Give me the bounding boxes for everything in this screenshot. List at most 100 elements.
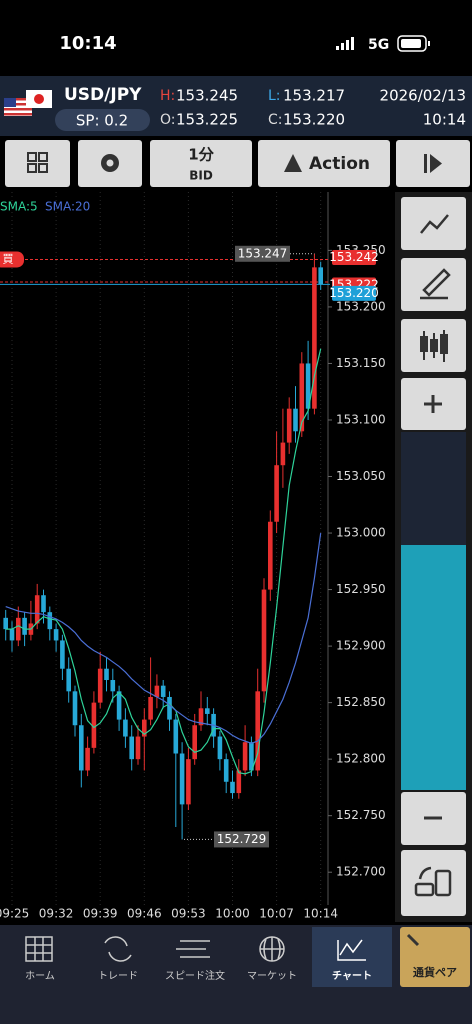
spread-pill bbox=[55, 109, 150, 131]
nav-pair-tab[interactable] bbox=[400, 927, 470, 987]
candle-body bbox=[217, 736, 223, 760]
marker-label: 153.247 bbox=[238, 246, 288, 260]
action-label: Action bbox=[309, 154, 370, 174]
zoom-level[interactable] bbox=[401, 545, 466, 790]
toolbar: 1分 BID Action bbox=[5, 140, 470, 187]
legend-entry: SMA:5 bbox=[0, 200, 38, 214]
y-tick-label: 153.100 bbox=[336, 412, 386, 426]
close-label: C: bbox=[268, 112, 283, 128]
y-tick-label: 152.850 bbox=[336, 695, 386, 709]
y-tick-label: 152.800 bbox=[336, 752, 386, 766]
candle-body bbox=[286, 408, 292, 443]
candle-body bbox=[293, 408, 298, 432]
marker-box bbox=[214, 831, 269, 848]
y-tick-label: 152.700 bbox=[336, 865, 386, 879]
candle-body bbox=[41, 595, 46, 613]
x-tick-label: 09:46 bbox=[127, 907, 162, 921]
close-value: 153.220 bbox=[283, 111, 345, 129]
y-tick-label: 152.900 bbox=[336, 639, 386, 653]
status-time: 10:14 bbox=[59, 33, 116, 54]
nav-chart[interactable]: チャート bbox=[332, 970, 372, 982]
candle-body bbox=[318, 267, 323, 285]
x-tick-label: 10:07 bbox=[259, 907, 294, 921]
candle-body bbox=[160, 685, 166, 697]
layout-button[interactable] bbox=[5, 140, 70, 187]
candle-body bbox=[129, 736, 134, 760]
candle-body bbox=[110, 680, 116, 692]
timeframe: 1分 bbox=[188, 146, 214, 164]
candle-body bbox=[66, 668, 71, 692]
spread: SP: 0.2 bbox=[76, 112, 128, 130]
chart-area bbox=[0, 192, 395, 922]
date: 2026/02/13 bbox=[380, 87, 466, 105]
action-button[interactable] bbox=[258, 140, 390, 187]
battery-icon bbox=[397, 35, 430, 52]
x-tick-label: 09:39 bbox=[83, 907, 118, 921]
candle-body bbox=[167, 696, 172, 720]
candle-body bbox=[242, 742, 248, 771]
nav-home[interactable]: ホーム bbox=[25, 970, 55, 982]
action-icon bbox=[284, 154, 302, 172]
price-type: BID bbox=[189, 169, 213, 183]
play-icon bbox=[424, 154, 442, 173]
candle-body bbox=[205, 708, 210, 714]
draw-button[interactable] bbox=[401, 258, 466, 311]
nav-currency-pair[interactable]: 通貨ペア bbox=[413, 965, 457, 979]
candle-body bbox=[9, 629, 15, 641]
candle-body bbox=[123, 719, 128, 737]
grid-icon bbox=[27, 152, 48, 173]
sma-line bbox=[5, 532, 322, 744]
timeframe-button[interactable] bbox=[150, 140, 252, 187]
open-label: O: bbox=[160, 112, 176, 128]
pen-icon bbox=[420, 268, 451, 300]
candle-body bbox=[116, 691, 122, 720]
nav-trade[interactable]: トレード bbox=[98, 971, 138, 982]
gear-hole bbox=[106, 159, 114, 167]
candle-body bbox=[280, 442, 286, 466]
x-tick-label: 10:00 bbox=[215, 907, 250, 921]
x-tick-label: 10:14 bbox=[303, 907, 338, 921]
low-label: L: bbox=[268, 88, 281, 104]
rotate-button[interactable] bbox=[401, 850, 466, 916]
candle-body bbox=[192, 725, 197, 760]
candle-body bbox=[148, 696, 153, 720]
y-tick-label: 153.000 bbox=[336, 526, 386, 540]
rotate-icon bbox=[414, 866, 452, 897]
order-tag-label: 買 bbox=[3, 252, 14, 265]
candle-body bbox=[53, 629, 59, 641]
marker-box bbox=[235, 245, 290, 262]
x-tick-label: 09:25 bbox=[0, 907, 29, 921]
nav-market[interactable]: マーケット bbox=[247, 970, 297, 982]
candle-body bbox=[261, 589, 267, 692]
candle-body bbox=[47, 612, 53, 630]
level-label: 153.242 bbox=[329, 250, 379, 264]
candle-body bbox=[72, 691, 78, 726]
level-tag bbox=[332, 285, 376, 301]
candle-body bbox=[16, 617, 21, 641]
candle-body bbox=[230, 781, 235, 794]
candle-body bbox=[223, 759, 229, 782]
chart: 153.250153.200153.150153.100153.050153.0… bbox=[0, 192, 386, 921]
network: 5G bbox=[368, 37, 389, 53]
candle-body bbox=[154, 685, 160, 697]
level-label: 153.220 bbox=[329, 286, 379, 300]
candle-body bbox=[85, 747, 90, 771]
indicator-icon bbox=[420, 214, 449, 234]
flag-icon bbox=[4, 90, 52, 116]
low-value: 153.217 bbox=[283, 87, 345, 105]
high-value: 153.245 bbox=[176, 87, 238, 105]
candle-body bbox=[173, 719, 179, 754]
quote-time: 10:14 bbox=[423, 111, 466, 129]
candle-body bbox=[22, 617, 27, 635]
nav-speed-order[interactable]: スピード注文 bbox=[165, 969, 225, 982]
nav-icons bbox=[25, 933, 420, 962]
x-tick-label: 09:32 bbox=[39, 907, 74, 921]
order-tag bbox=[0, 251, 24, 268]
y-tick-label: 152.950 bbox=[336, 582, 386, 596]
x-tick-label: 09:53 bbox=[171, 907, 206, 921]
y-tick-label: 153.200 bbox=[336, 299, 386, 313]
candle-body bbox=[249, 742, 254, 771]
candle-body bbox=[91, 702, 97, 748]
candle-body bbox=[135, 736, 141, 760]
